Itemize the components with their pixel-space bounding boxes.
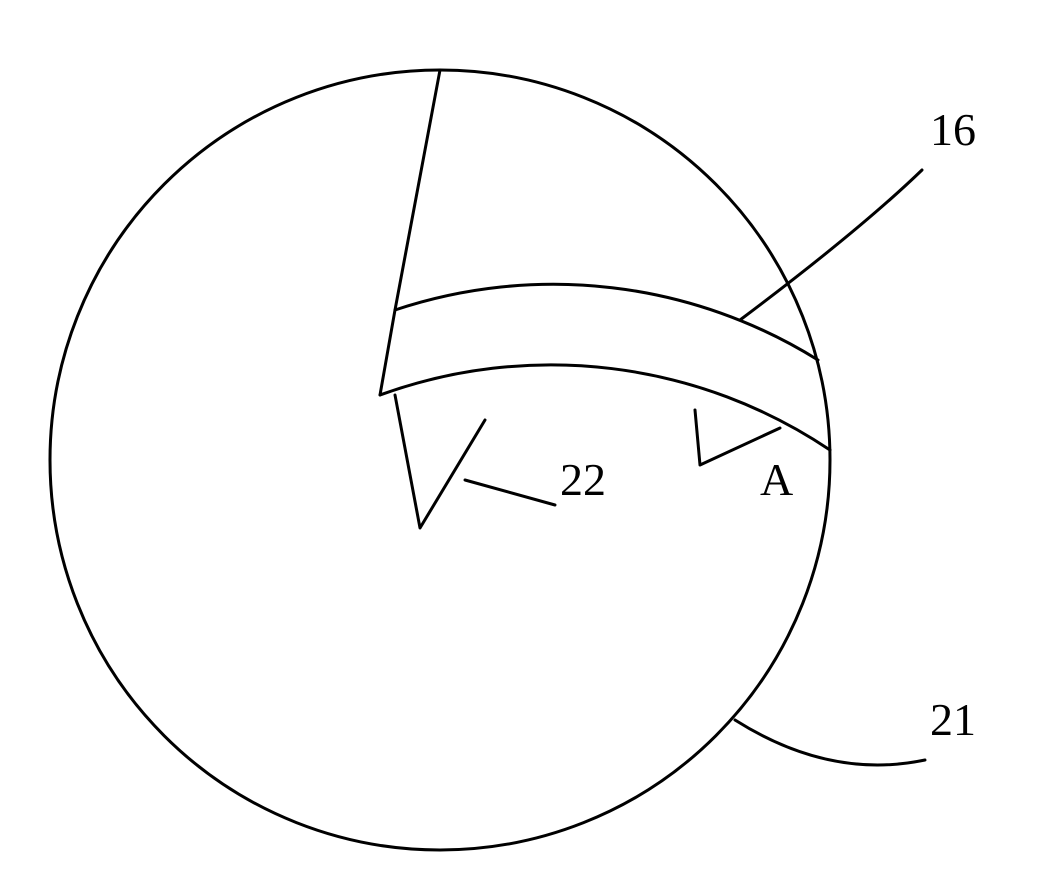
tooth-center <box>395 395 485 528</box>
part-label-16: 16 <box>930 103 976 156</box>
technical-diagram <box>0 0 1046 876</box>
region-label-a: A <box>760 453 793 506</box>
leader-22 <box>465 480 555 505</box>
band-left-edge <box>380 310 395 395</box>
part-label-22: 22 <box>560 453 606 506</box>
leader-16 <box>740 170 922 320</box>
part-label-21: 21 <box>930 693 976 746</box>
top-radial-line <box>395 70 440 310</box>
leader-21 <box>735 720 925 765</box>
upper-arc <box>395 284 818 360</box>
